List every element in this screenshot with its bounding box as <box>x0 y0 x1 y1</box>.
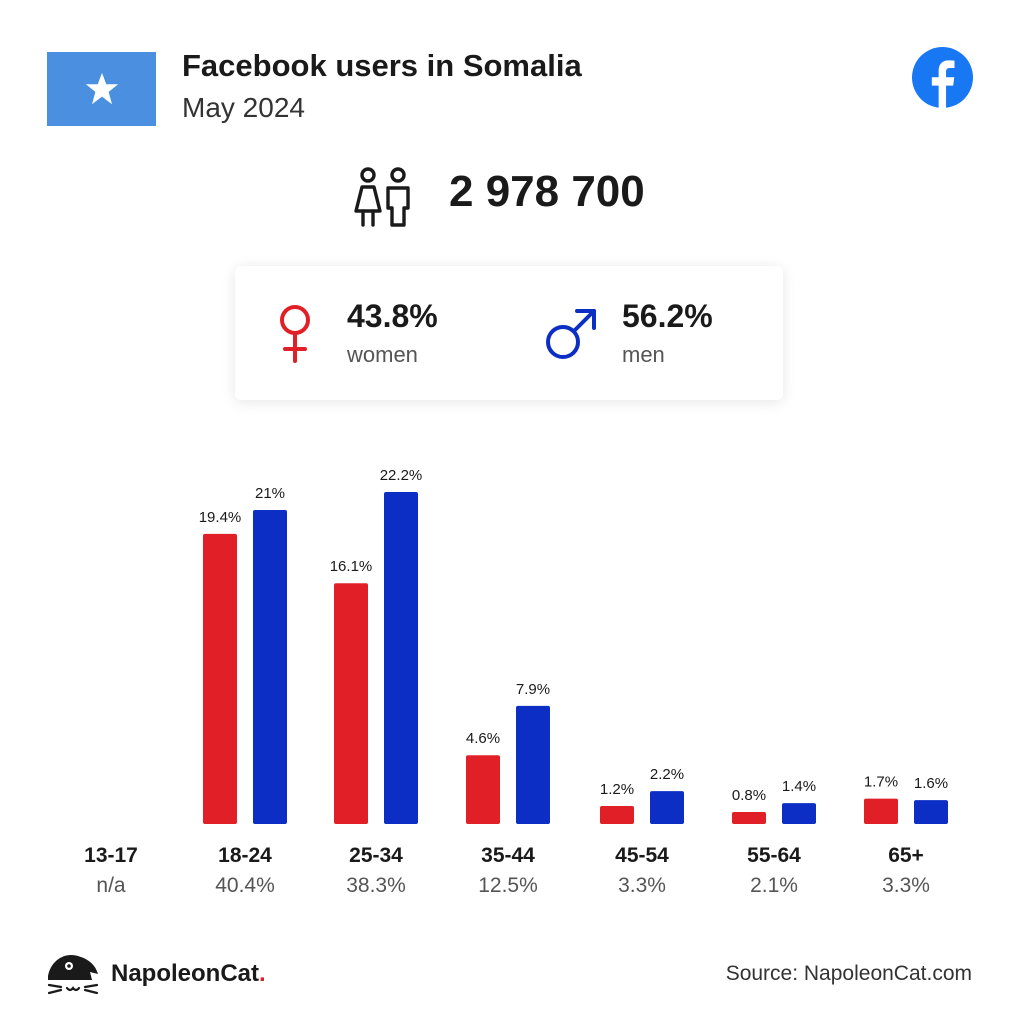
bar-men-25-34 <box>384 492 418 824</box>
category-label-13-17: 13-17 <box>84 844 138 867</box>
bar-men-45-54 <box>650 791 684 824</box>
data-label-women-18-24: 19.4% <box>199 509 242 526</box>
bar-women-35-44 <box>466 755 500 824</box>
data-label-men-35-44: 7.9% <box>516 681 550 698</box>
bar-women-18-24 <box>203 533 237 824</box>
men-percent: 56.2% <box>622 298 713 334</box>
data-label-men-25-34: 22.2% <box>380 467 423 484</box>
bar-women-25-34 <box>334 583 368 824</box>
data-label-women-35-44: 4.6% <box>466 730 500 747</box>
bar-men-18-24 <box>253 509 287 824</box>
category-total-45-54: 3.3% <box>618 874 666 897</box>
category-label-18-24: 18-24 <box>218 844 272 867</box>
source-text: Source: NapoleonCat.com <box>725 962 972 985</box>
category-total-25-34: 38.3% <box>346 874 406 897</box>
gender-card: 43.8% women 56.2% men <box>235 266 783 400</box>
bar-men-55-64 <box>782 803 816 824</box>
men-label: men <box>622 342 665 367</box>
category-total-65+: 3.3% <box>882 874 930 897</box>
napoleoncat-logo-icon <box>47 954 99 995</box>
female-icon <box>280 305 310 363</box>
page-title: Facebook users in Somalia <box>182 48 582 83</box>
bar-women-45-54 <box>600 806 634 824</box>
category-total-13-17: n/a <box>96 874 126 897</box>
category-label-65+: 65+ <box>888 844 924 867</box>
category-label-25-34: 25-34 <box>349 844 403 867</box>
data-label-women-45-54: 1.2% <box>600 781 634 798</box>
category-total-55-64: 2.1% <box>750 874 798 897</box>
data-label-women-55-64: 0.8% <box>732 787 766 804</box>
category-total-18-24: 40.4% <box>215 874 275 897</box>
women-percent: 43.8% <box>347 298 438 334</box>
age-gender-bar-chart: 13-17 n/a 19.4% 21% 18-24 40.4% 16.1% 22.2% 25-3… <box>84 467 948 897</box>
total-users-value: 2 978 700 <box>449 167 645 216</box>
male-icon <box>546 309 596 359</box>
data-label-men-65+: 1.6% <box>914 775 948 792</box>
bar-men-35-44 <box>516 705 550 824</box>
facebook-logo-icon <box>912 47 973 108</box>
category-label-35-44: 35-44 <box>481 844 535 867</box>
women-label: women <box>347 342 418 367</box>
category-label-45-54: 45-54 <box>615 844 669 867</box>
data-label-women-25-34: 16.1% <box>330 558 373 575</box>
category-total-35-44: 12.5% <box>478 874 538 897</box>
bar-women-65+ <box>864 798 898 824</box>
bar-women-55-64 <box>732 812 766 824</box>
data-label-men-18-24: 21% <box>255 485 285 502</box>
brand-name: NapoleonCat. <box>111 960 266 987</box>
people-icon <box>354 167 410 227</box>
bar-men-65+ <box>914 800 948 824</box>
somalia-flag-icon <box>47 52 156 126</box>
data-label-men-55-64: 1.4% <box>782 778 816 795</box>
category-label-55-64: 55-64 <box>747 844 801 867</box>
data-label-women-65+: 1.7% <box>864 774 898 791</box>
data-label-men-45-54: 2.2% <box>650 766 684 783</box>
page-subtitle: May 2024 <box>182 92 305 123</box>
